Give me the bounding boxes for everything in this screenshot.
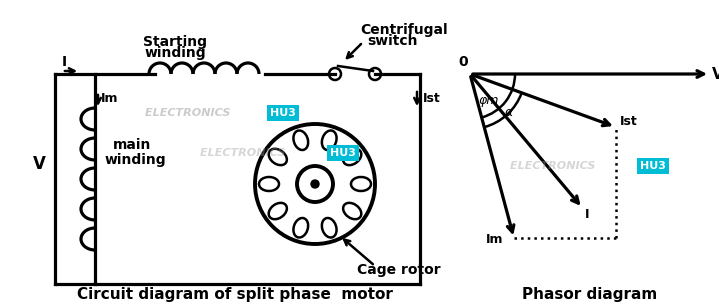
Text: V: V — [33, 155, 46, 173]
Text: HU3: HU3 — [270, 108, 296, 118]
Text: Starting: Starting — [143, 35, 207, 49]
Text: V: V — [712, 67, 719, 82]
Text: HU3: HU3 — [640, 161, 666, 171]
Text: main: main — [113, 138, 152, 152]
Text: 0: 0 — [458, 55, 467, 69]
Text: ELECTRONICS: ELECTRONICS — [510, 161, 599, 171]
Text: Cage rotor: Cage rotor — [357, 263, 441, 277]
Text: ELECTRONICS: ELECTRONICS — [200, 148, 289, 158]
Text: Centrifugal: Centrifugal — [360, 23, 448, 37]
Text: switch: switch — [367, 34, 418, 48]
Text: HU3: HU3 — [330, 148, 356, 158]
Text: Im: Im — [486, 233, 503, 246]
Text: winding: winding — [105, 153, 167, 167]
Text: φm: φm — [478, 94, 498, 107]
Circle shape — [311, 180, 319, 188]
Text: I: I — [585, 208, 589, 221]
Text: winding: winding — [145, 46, 206, 60]
Text: Im: Im — [101, 92, 119, 105]
Text: α: α — [505, 106, 513, 119]
Text: Ist: Ist — [620, 115, 638, 128]
Text: Ist: Ist — [423, 92, 441, 105]
Text: I: I — [62, 55, 67, 69]
Text: Phasor diagram: Phasor diagram — [523, 287, 658, 302]
Text: Circuit diagram of split phase  motor: Circuit diagram of split phase motor — [77, 287, 393, 302]
Text: ELECTRONICS: ELECTRONICS — [145, 108, 234, 118]
